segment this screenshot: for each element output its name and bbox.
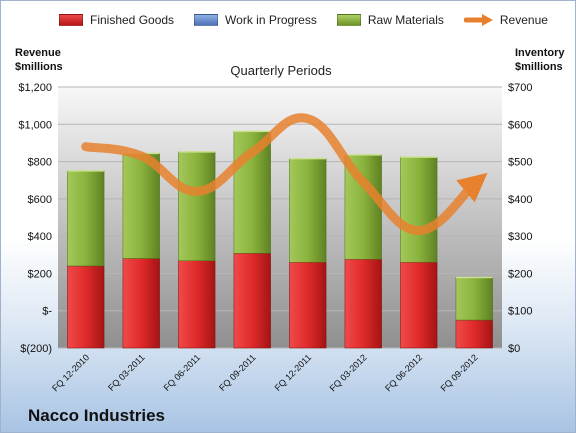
right-axis-ticks: $0 $100 $200 $300 $400 $500 $600 $700	[508, 82, 532, 355]
revenue-line-group	[81, 113, 488, 236]
right-axis-title: Inventory $millions	[515, 46, 565, 74]
finished-goods-bar	[289, 261, 327, 349]
right-axis-tick-label: $700	[508, 82, 532, 94]
left-axis-title-line1: Revenue	[15, 47, 61, 59]
finished-goods-swatch	[59, 14, 83, 26]
finished-goods-bar	[344, 259, 382, 349]
legend-finished-label: Finished Goods	[90, 13, 175, 27]
left-axis-tick-label: $200	[28, 268, 52, 280]
finished-goods-bar	[178, 260, 216, 349]
raw-materials-swatch	[336, 14, 361, 26]
x-axis-tick-label: FQ 03-2011	[106, 352, 147, 393]
right-axis-tick-label: $0	[508, 343, 520, 355]
x-axis-tick-label: FQ 06-2012	[383, 352, 424, 393]
x-axis-tick-label: FQ 09-2011	[217, 352, 258, 393]
bar-group	[67, 130, 493, 349]
left-axis-tick-label: $(200)	[20, 343, 52, 355]
right-axis-title-line1: Inventory	[515, 47, 565, 59]
legend-work-in-progress: Work in Progress	[194, 13, 317, 27]
left-axis-title-line2: $millions	[15, 61, 63, 73]
x-axis-tick-label: FQ 06-2011	[162, 352, 203, 393]
raw-materials-bar	[67, 170, 105, 267]
right-axis-tick-label: $400	[508, 194, 532, 206]
revenue-line	[81, 113, 488, 236]
left-axis-title: Revenue $millions	[15, 46, 63, 74]
legend-finished-goods: Finished Goods	[59, 13, 174, 27]
left-axis-ticks: $(200) $- $200 $400 $600 $800 $1,000 $1,200	[18, 82, 52, 355]
right-axis-tick-label: $100	[508, 306, 532, 318]
x-axis-tick-label: FQ 12-2010	[50, 352, 91, 393]
plot-title: Quarterly Periods	[230, 63, 332, 78]
right-axis-tick-label: $600	[508, 119, 532, 131]
right-axis-tick-label: $300	[508, 231, 532, 243]
left-axis-tick-label: $800	[28, 157, 52, 169]
raw-materials-bar	[178, 151, 216, 262]
finished-goods-bar	[400, 261, 438, 349]
right-axis-title-line2: $millions	[515, 61, 563, 73]
finished-goods-bar	[455, 319, 493, 349]
finished-goods-bar	[67, 265, 105, 349]
left-axis-tick-label: $400	[28, 231, 52, 243]
finished-goods-bar	[233, 253, 271, 349]
x-axis-tick-label: FQ 03-2012	[328, 352, 369, 393]
left-axis-tick-label: $600	[28, 194, 52, 206]
right-axis-tick-label: $200	[508, 268, 532, 280]
revenue-arrow-icon	[463, 14, 493, 26]
x-axis-tick-label: FQ 09-2012	[439, 352, 480, 393]
x-axis-ticks: FQ 12-2010 FQ 03-2011 FQ 06-2011 FQ 09-2011…	[50, 352, 480, 393]
raw-materials-bar	[289, 158, 327, 263]
legend-revenue: Revenue	[463, 13, 548, 27]
right-axis-tick-label: $500	[508, 157, 532, 169]
left-axis-tick-label: $-	[42, 306, 52, 318]
legend-raw-materials: Raw Materials	[336, 13, 444, 27]
work-in-progress-swatch	[194, 14, 219, 26]
left-axis-tick-label: $1,000	[18, 119, 52, 131]
finished-goods-bar	[122, 258, 160, 349]
raw-materials-bar	[400, 156, 438, 263]
company-name: Nacco Industries	[28, 406, 165, 425]
raw-materials-bar	[455, 277, 493, 321]
x-axis-tick-label: FQ 12-2011	[273, 352, 314, 393]
legend-revenue-label: Revenue	[499, 13, 548, 27]
legend: Finished Goods Work in Progress Raw Mate…	[59, 13, 568, 27]
legend-wip-label: Work in Progress	[225, 13, 317, 27]
legend-raw-label: Raw Materials	[367, 13, 444, 27]
left-axis-tick-label: $1,200	[18, 82, 52, 94]
